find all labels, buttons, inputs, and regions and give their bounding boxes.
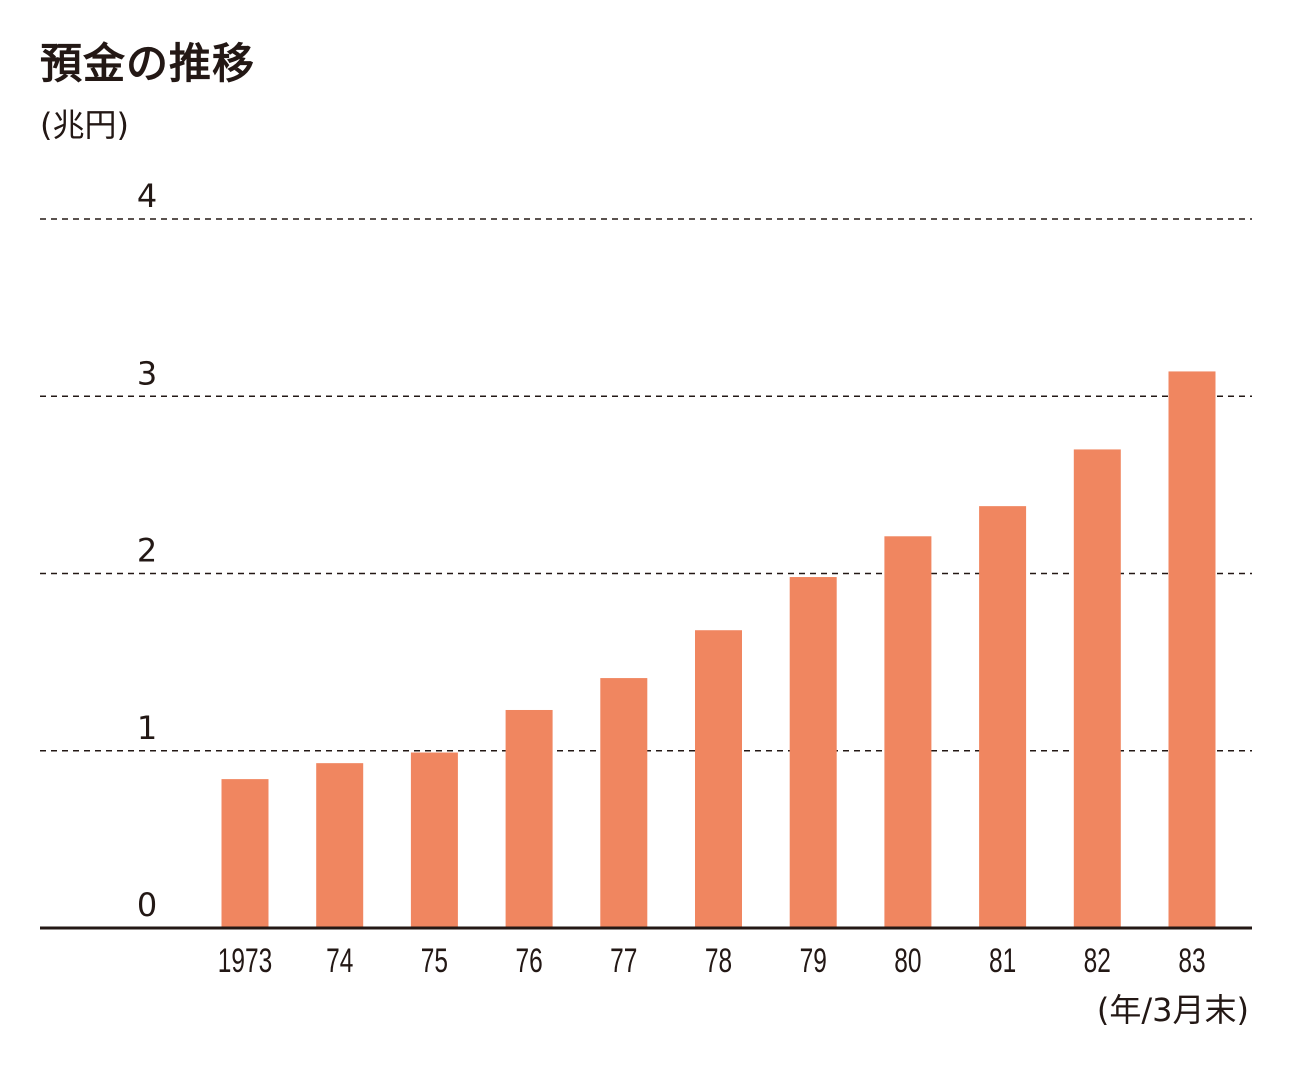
bar-81 [979, 506, 1027, 928]
bar-80 [884, 536, 932, 928]
y-tick-label: 0 [137, 886, 157, 924]
x-tick-label: 77 [610, 942, 637, 980]
x-tick-label: 74 [326, 942, 353, 980]
bar-74 [316, 763, 364, 928]
x-tick-label: 1973 [218, 942, 272, 980]
x-tick-label: 78 [705, 942, 732, 980]
y-axis-unit-label: (兆円) [40, 106, 129, 144]
y-tick-label: 1 [137, 709, 157, 747]
x-tick-label: 81 [989, 942, 1016, 980]
x-tick-label: 82 [1084, 942, 1111, 980]
bar-82 [1073, 449, 1121, 928]
chart-title: 預金の推移 [40, 39, 256, 88]
y-tick-label: 2 [137, 532, 157, 570]
bar-1973 [221, 779, 269, 928]
bars [221, 371, 1216, 928]
y-axis-ticks: 0 1 2 3 4 [137, 177, 157, 924]
x-tick-label: 83 [1178, 942, 1205, 980]
bar-76 [505, 709, 553, 928]
gridlines [40, 218, 1252, 752]
x-tick-label: 75 [421, 942, 448, 980]
bar-77 [600, 678, 648, 928]
x-tick-label: 79 [800, 942, 827, 980]
bar-79 [789, 577, 837, 928]
x-axis-ticks: 1973 74 75 76 77 78 79 80 81 82 83 [218, 942, 1206, 980]
x-axis-unit-label: (年/3月末) [1096, 991, 1249, 1029]
y-tick-label: 3 [137, 354, 157, 392]
x-tick-label: 80 [894, 942, 921, 980]
y-tick-label: 4 [137, 177, 157, 215]
bar-83 [1168, 371, 1216, 928]
bar-78 [695, 630, 742, 928]
x-tick-label: 76 [515, 942, 542, 980]
bar-75 [410, 752, 458, 928]
